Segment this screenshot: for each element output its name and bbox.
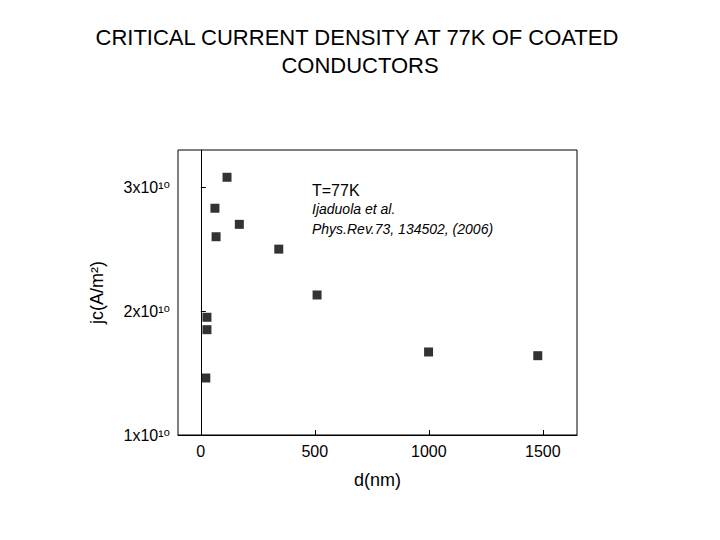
svg-text:1x10¹⁰: 1x10¹⁰ [124, 427, 170, 444]
svg-text:1500: 1500 [525, 443, 561, 460]
svg-text:jc(A/m²): jc(A/m²) [87, 261, 107, 325]
svg-text:Ijaduola et al.: Ijaduola et al. [312, 201, 395, 217]
svg-text:CONDUCTORS: CONDUCTORS [281, 53, 438, 78]
svg-text:T=77K: T=77K [312, 182, 360, 199]
svg-text:CRITICAL CURRENT DENSITY AT 77: CRITICAL CURRENT DENSITY AT 77K OF COATE… [96, 25, 625, 50]
svg-text:2x10¹⁰: 2x10¹⁰ [124, 303, 170, 320]
svg-text:500: 500 [301, 443, 328, 460]
svg-text:0: 0 [196, 443, 205, 460]
svg-text:Phys.Rev.73, 134502, (2006): Phys.Rev.73, 134502, (2006) [312, 221, 493, 237]
svg-text:3x10¹⁰: 3x10¹⁰ [124, 179, 170, 196]
svg-text:1000: 1000 [411, 443, 447, 460]
svg-text:d(nm): d(nm) [354, 470, 401, 490]
